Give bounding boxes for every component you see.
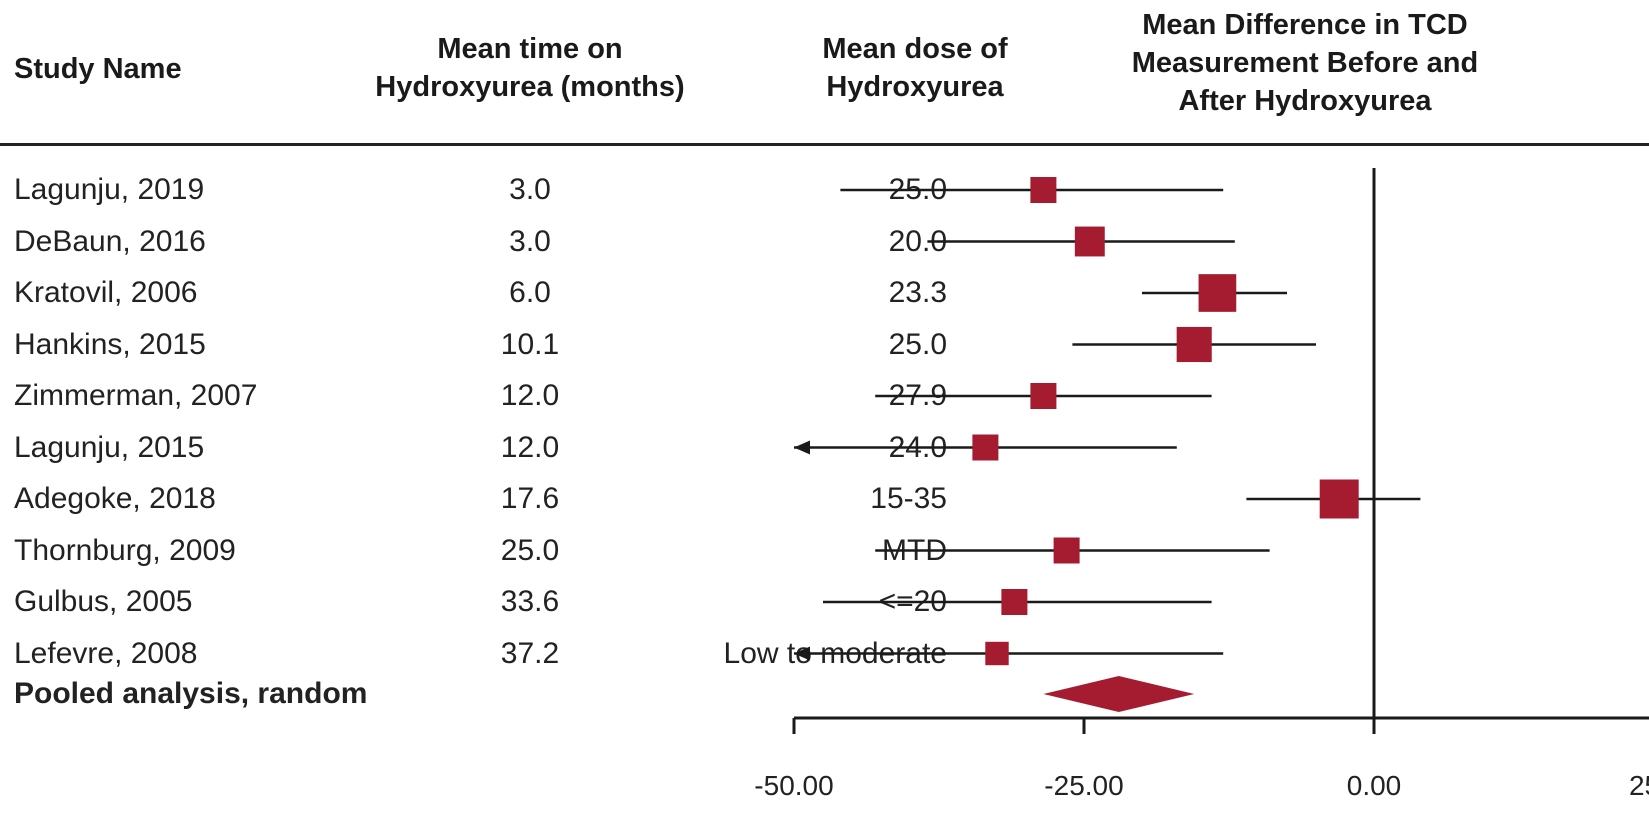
truncation-arrow [794,440,810,455]
mean-time-cell: 12.0 [500,430,560,464]
mean-time-cell: 33.6 [500,585,560,618]
study-name-cell: Thornburg, 2009 [14,533,236,567]
effect-marker [1030,383,1057,409]
truncation-arrow [794,646,810,661]
effect-marker [1319,479,1359,519]
study-name-cell: Hankins, 2015 [14,327,206,361]
study-name-cell: Gulbus, 2005 [14,585,193,618]
effect-marker [985,641,1009,666]
column-header-md-line-3: After Hydroxyurea [1178,85,1432,117]
x-tick-label: 0.00 [1347,770,1402,801]
effect-marker [1053,537,1080,564]
column-header-time-line-2: Hydroxyurea (months) [375,71,685,103]
mean-time-cell: 37.2 [500,636,560,670]
effect-marker [1001,589,1028,615]
effect-marker [1176,326,1212,363]
x-tick-label: -25.00 [1044,770,1123,801]
mean-time-cell: 6.0 [509,276,551,309]
study-name-cell: DeBaun, 2016 [14,224,206,258]
pooled-analysis-label: Pooled analysis, random [14,677,368,710]
mean-time-cell: 12.0 [500,379,560,412]
study-name-cell: Lagunju, 2015 [14,430,205,464]
column-header-study: Study Name [14,53,182,85]
mean-dose-cell: 23.3 [888,276,947,309]
mean-time-cell: 3.0 [509,173,551,206]
column-header-dose-line-1: Mean dose of [822,33,1008,65]
effect-marker [1198,274,1237,312]
study-name-cell: Adegoke, 2018 [14,482,216,515]
mean-time-cell: 25.0 [500,533,560,567]
x-tick-label: 25.00 [1629,770,1649,801]
x-tick-label: -50.00 [754,770,833,801]
column-header-time: Mean time on Hydroxyurea (months) [330,30,730,106]
study-name-cell: Kratovil, 2006 [14,276,198,309]
column-header-dose: Mean dose of Hydroxyurea [780,30,1050,106]
pooled-diamond [1043,676,1195,712]
column-header-md-line-1: Mean Difference in TCD [1142,9,1468,41]
mean-time-cell: 3.0 [509,224,551,258]
study-name-cell: Zimmerman, 2007 [14,379,258,412]
effect-marker [972,434,999,461]
column-header-time-line-1: Mean time on [437,33,623,65]
column-header-dose-line-2: Hydroxyurea [826,71,1004,103]
mean-time-cell: 17.6 [500,482,560,515]
column-header-mean-difference: Mean Difference in TCD Measurement Befor… [1060,6,1550,120]
column-header-md-line-2: Measurement Before and [1131,47,1479,79]
mean-time-cell: 10.1 [500,327,560,361]
study-name-cell: Lefevre, 2008 [14,636,198,670]
header-divider [0,143,1649,146]
study-name-cell: Lagunju, 2019 [14,173,205,206]
effect-marker [1074,226,1105,257]
mean-dose-cell: 25.0 [888,327,947,361]
mean-dose-cell: 15-35 [870,482,947,515]
effect-marker [1030,177,1057,203]
